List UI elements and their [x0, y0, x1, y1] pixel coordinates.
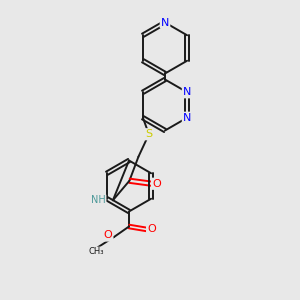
Text: N: N [183, 113, 191, 123]
Text: O: O [147, 224, 156, 235]
Text: S: S [146, 129, 152, 139]
Text: O: O [103, 230, 112, 241]
Text: CH₃: CH₃ [88, 248, 104, 256]
Text: N: N [161, 17, 169, 28]
Text: N: N [183, 87, 191, 97]
Text: NH: NH [91, 195, 105, 205]
Text: O: O [152, 179, 161, 189]
